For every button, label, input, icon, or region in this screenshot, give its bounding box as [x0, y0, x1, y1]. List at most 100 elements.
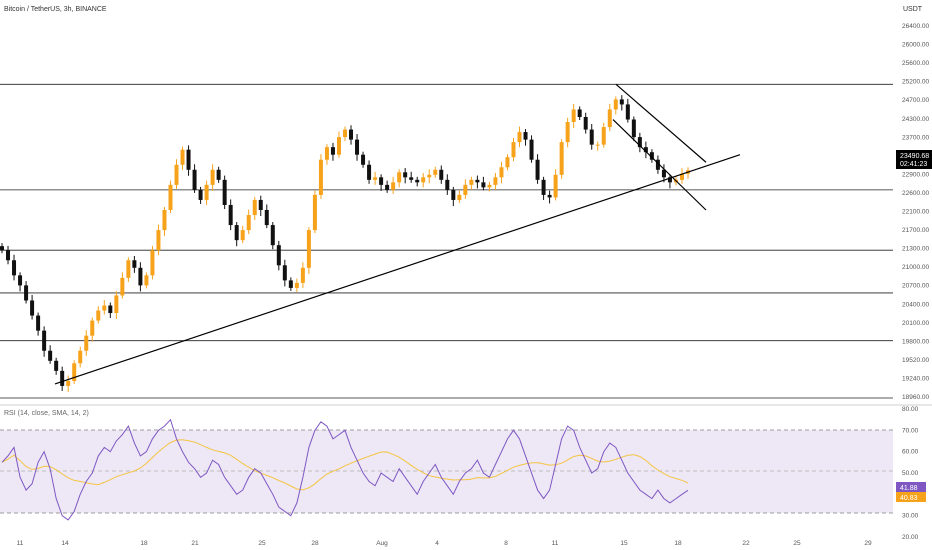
candle-body: [318, 159, 323, 195]
candle-body: [48, 350, 53, 361]
candle-body: [451, 189, 456, 200]
candle-body: [312, 194, 317, 231]
candle-body: [463, 184, 468, 195]
price-tick-label: 20100.00: [902, 320, 929, 327]
rsi-badge-bg: [896, 482, 926, 492]
time-tick-label: 29: [864, 540, 872, 547]
candle-body: [210, 169, 215, 185]
time-tick-label: 28: [311, 540, 319, 547]
rsi-indicator-label[interactable]: RSI (14, close, SMA, 14, 2): [4, 410, 89, 417]
candle-body: [72, 363, 77, 381]
candle-body: [601, 127, 606, 145]
candle-body: [385, 184, 390, 190]
candles: [0, 95, 690, 392]
candle-body: [18, 275, 23, 286]
trendline-2[interactable]: [612, 119, 707, 211]
rsi-current-value: 41.88: [900, 485, 918, 492]
candle-body: [493, 177, 498, 185]
candle-body: [0, 246, 4, 251]
time-tick-label: 8: [504, 540, 508, 547]
symbol-label[interactable]: Bitcoin / TetherUS, 3h, BINANCE: [4, 6, 107, 13]
candle-body: [138, 267, 143, 286]
candle-body: [222, 179, 227, 205]
candle-body: [174, 164, 179, 185]
candle-body: [234, 225, 239, 241]
candle-body: [583, 116, 588, 130]
candle-body: [499, 167, 504, 178]
support-resistance-levels: [0, 83, 893, 399]
candle-body: [288, 280, 293, 288]
candle-body: [421, 177, 426, 183]
rsi-sma-line: [1, 439, 689, 491]
price-tick-label: 20700.00: [902, 283, 929, 290]
rsi-tick-label: 50.00: [902, 470, 919, 477]
time-axis[interactable]: 11 14 18 21 25 28 Aug 4 8 11 15 18 22 25 29: [17, 540, 872, 547]
candle-body: [637, 137, 642, 148]
candle-body: [240, 230, 245, 241]
candle-body: [54, 360, 59, 371]
price-tick-label: 20400.00: [902, 301, 929, 308]
trendline-1[interactable]: [615, 83, 707, 163]
candle-body: [126, 260, 131, 278]
candle-body: [144, 275, 149, 286]
candle-body: [6, 250, 11, 261]
candle-body: [481, 182, 486, 188]
candle-body: [397, 172, 402, 183]
price-tick-label: 23700.00: [902, 134, 929, 141]
candle-body: [631, 119, 636, 138]
candle-body: [577, 109, 582, 117]
candle-body: [294, 282, 299, 288]
candle-body: [246, 215, 251, 231]
price-tick-label: 22100.00: [902, 209, 929, 216]
time-tick-label: 21: [191, 540, 199, 547]
candle-body: [84, 335, 89, 351]
trendlines: [54, 83, 741, 385]
price-tick-label: 19520.00: [902, 357, 929, 364]
price-badge-bg: [896, 150, 932, 169]
candle-body: [198, 189, 203, 200]
price-tick-label: 21300.00: [902, 246, 929, 253]
price-tick-label: 25200.00: [902, 79, 929, 86]
candle-body: [186, 149, 191, 170]
candle-body: [330, 147, 335, 155]
candle-body: [192, 169, 197, 190]
candle-body: [565, 122, 570, 143]
rsi-sma-value: 40.83: [900, 495, 918, 502]
time-tick-label: 11: [17, 540, 24, 547]
candle-body: [156, 230, 161, 251]
candle-body: [324, 147, 329, 160]
price-tick-label: 26000.00: [902, 42, 929, 49]
price-axis[interactable]: 26400.00 26000.00 25600.00 25200.00 24700.00…: [902, 23, 929, 401]
candle-body: [487, 184, 492, 188]
candle-body: [108, 305, 113, 314]
candle-body: [679, 173, 684, 180]
candle-body: [343, 129, 347, 138]
candle-body: [403, 172, 408, 178]
currency-label: USDT: [903, 6, 923, 13]
sma-badge-bg: [896, 492, 926, 502]
candle-body: [132, 260, 137, 268]
candle-body: [42, 330, 47, 351]
candle-body: [78, 350, 83, 364]
candle-body: [619, 99, 624, 105]
trendline-0[interactable]: [54, 154, 741, 385]
time-tick-label: 18: [674, 540, 682, 547]
candle-body: [535, 159, 540, 180]
price-tick-label: 18960.00: [902, 394, 929, 401]
candle-body: [553, 174, 558, 198]
candle-body: [306, 230, 311, 268]
candle-body: [258, 199, 263, 210]
candle-body: [391, 182, 396, 190]
time-tick-label: 18: [140, 540, 148, 547]
candle-body: [517, 132, 522, 143]
price-tick-label: 21000.00: [902, 264, 929, 271]
candle-body: [607, 109, 612, 128]
candle-body: [150, 250, 155, 276]
current-price-value: 23490.68: [900, 153, 929, 160]
rsi-line: [1, 418, 689, 521]
candle-body: [114, 295, 119, 314]
candle-body: [264, 209, 269, 226]
candle-body: [511, 142, 516, 158]
